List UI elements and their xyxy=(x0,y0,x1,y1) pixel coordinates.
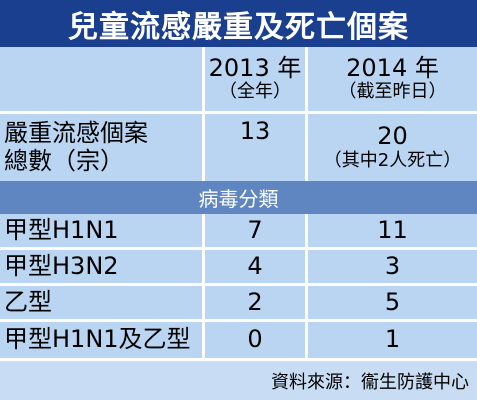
row-value-2013: 2 xyxy=(247,287,263,316)
row-value-2014: 5 xyxy=(384,287,401,316)
total-label-line1: 嚴重流感個案 xyxy=(4,118,148,147)
section-header: 病毒分類 xyxy=(0,181,477,214)
row-label: 甲型H1N1 xyxy=(4,215,119,244)
row-value-2014: 3 xyxy=(384,251,401,280)
total-row: 嚴重流感個案 總數（宗） 13 20 （其中2人死亡） xyxy=(0,114,477,181)
row-value-2013: 7 xyxy=(247,215,263,244)
column-divider xyxy=(202,214,205,358)
row-label: 甲型H3N2 xyxy=(4,251,119,280)
total-2014-value: 20 xyxy=(377,122,408,151)
total-label: 嚴重流感個案 總數（宗） xyxy=(0,114,204,181)
header-row: 2013 年 （全年） 2014 年 （截至昨日） xyxy=(0,47,477,111)
col-header-2013-year: 2013 年 xyxy=(208,53,302,82)
column-divider xyxy=(305,47,308,181)
row-value-2013: 4 xyxy=(247,251,263,280)
data-table: 2013 年 （全年） 2014 年 （截至昨日） 嚴重流感個案 總數（宗） 1… xyxy=(0,47,477,358)
divider xyxy=(0,283,477,286)
table-row: 甲型H1N1 7 11 xyxy=(0,214,477,247)
source-note: 資料來源：衞生防護中心 xyxy=(0,358,477,400)
total-2013: 13 xyxy=(205,114,305,181)
divider xyxy=(0,247,477,250)
column-divider xyxy=(305,214,308,358)
row-value-2014: 1 xyxy=(384,325,401,354)
row-value-2013: 0 xyxy=(247,325,263,354)
table-row: 甲型H1N1及乙型 0 1 xyxy=(0,322,477,358)
table-row: 甲型H3N2 4 3 xyxy=(0,250,477,283)
divider xyxy=(0,111,477,114)
total-label-line2: 總數（宗） xyxy=(4,146,124,175)
row-label: 甲型H1N1及乙型 xyxy=(4,325,191,354)
divider xyxy=(0,319,477,322)
row-label: 乙型 xyxy=(4,287,52,316)
total-2014: 20 （其中2人死亡） xyxy=(308,114,477,181)
total-2013-value: 13 xyxy=(239,117,271,145)
row-value-2014: 11 xyxy=(377,215,408,244)
col-header-2014-note: （截至昨日） xyxy=(338,81,447,103)
total-2014-note: （其中2人死亡） xyxy=(323,149,462,171)
table-title: 兒童流感嚴重及死亡個案 xyxy=(0,0,477,47)
col-header-2014: 2014 年 （截至昨日） xyxy=(308,47,477,111)
table-row: 乙型 2 5 xyxy=(0,286,477,319)
column-divider xyxy=(202,47,205,181)
col-header-2014-year: 2014 年 xyxy=(346,53,439,82)
col-header-2013-note: （全年） xyxy=(219,81,291,103)
col-header-2013: 2013 年 （全年） xyxy=(205,47,305,111)
